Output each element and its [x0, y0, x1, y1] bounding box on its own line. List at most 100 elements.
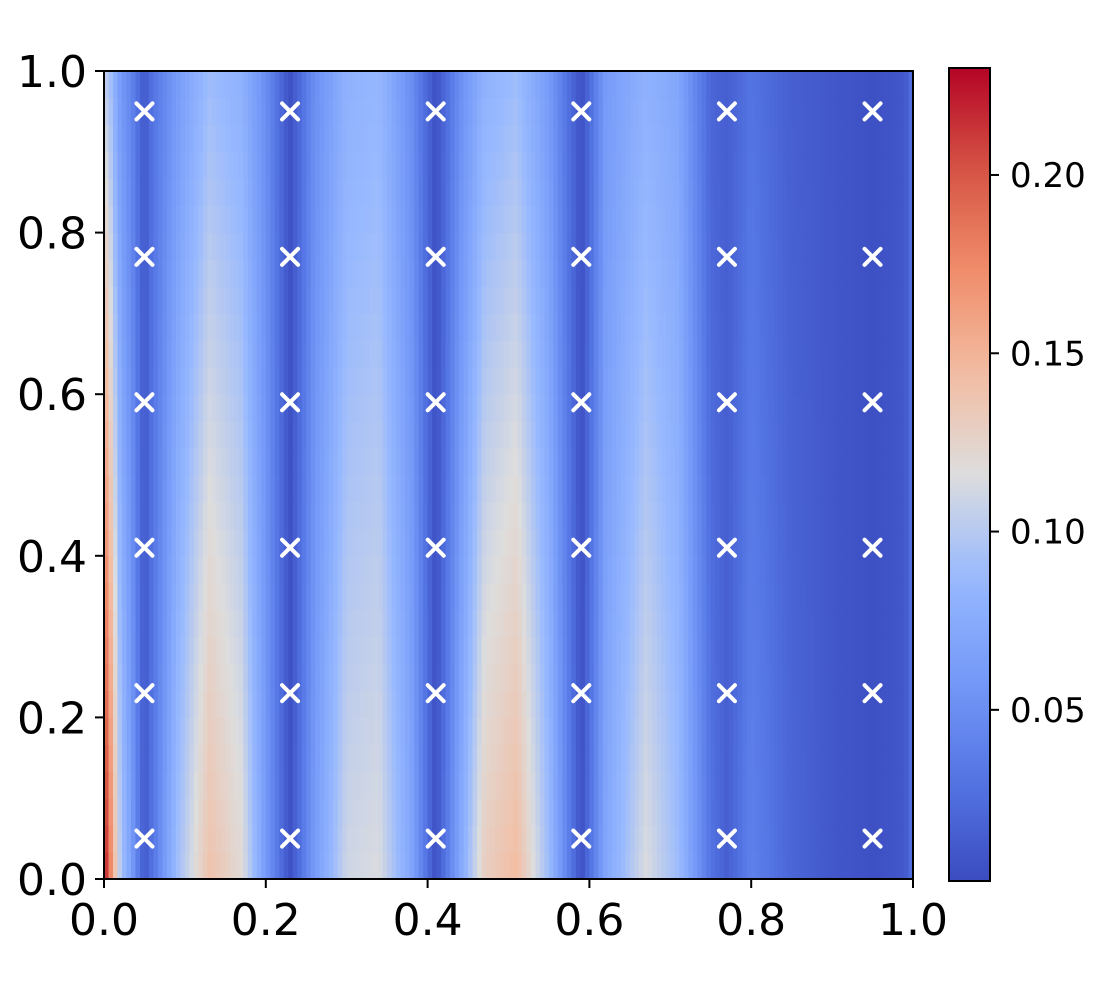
- heatmap-cell: [252, 852, 258, 879]
- heatmap-cell: [207, 501, 213, 530]
- heatmap-cell: [616, 582, 622, 611]
- heatmap-cell: [521, 205, 528, 234]
- heatmap-cell: [683, 825, 689, 853]
- heatmap-cell: [396, 448, 402, 476]
- heatmap-cell: [477, 825, 483, 853]
- heatmap-cell: [184, 475, 190, 503]
- heatmap-cell: [710, 421, 716, 449]
- heatmap-cell: [863, 367, 869, 395]
- heatmap-cell: [225, 501, 231, 530]
- heatmap-cell: [486, 367, 492, 395]
- heatmap-cell: [261, 609, 267, 638]
- heatmap-cell: [787, 313, 793, 341]
- heatmap-cell: [463, 744, 469, 772]
- heatmap-cell: [175, 259, 181, 288]
- heatmap-cell: [904, 663, 910, 692]
- heatmap-cell: [620, 124, 626, 153]
- heatmap-cell: [643, 663, 649, 692]
- heatmap-cell: [310, 744, 316, 772]
- heatmap-cell: [881, 690, 887, 718]
- heatmap-cell: [832, 798, 838, 826]
- heatmap-cell: [548, 394, 555, 422]
- heatmap-cell: [207, 313, 213, 341]
- heatmap-cell: [288, 501, 294, 530]
- heatmap-cell: [427, 151, 433, 180]
- heatmap-cell: [432, 178, 438, 207]
- heatmap-cell: [441, 421, 447, 449]
- heatmap-cell: [283, 852, 289, 879]
- heatmap-cell: [198, 124, 204, 153]
- heatmap-cell: [405, 771, 411, 799]
- heatmap-cell: [899, 421, 905, 449]
- heatmap-cell: [396, 771, 402, 799]
- heatmap-cell: [719, 205, 725, 234]
- heatmap-cell: [157, 501, 164, 530]
- heatmap-cell: [333, 609, 339, 638]
- heatmap-cell: [153, 609, 159, 638]
- heatmap-cell: [279, 555, 285, 584]
- heatmap-cell: [553, 690, 559, 718]
- heatmap-cell: [283, 313, 289, 341]
- heatmap-cell: [283, 178, 289, 207]
- heatmap-cell: [553, 151, 559, 180]
- heatmap-cell: [243, 232, 249, 261]
- heatmap-cell: [827, 609, 833, 638]
- heatmap-cell: [139, 501, 146, 530]
- heatmap-cell: [117, 825, 123, 853]
- heatmap-cell: [121, 798, 128, 826]
- heatmap-cell: [360, 367, 366, 395]
- heatmap-cell: [674, 852, 680, 879]
- heatmap-cell: [427, 636, 433, 665]
- heatmap-cell: [661, 259, 667, 288]
- heatmap-cell: [733, 178, 739, 207]
- heatmap-cell: [625, 151, 631, 180]
- heatmap-cell: [189, 663, 195, 692]
- heatmap-cell: [746, 421, 752, 449]
- heatmap-cell: [454, 636, 460, 665]
- heatmap-cell: [706, 313, 712, 341]
- heatmap-cell: [139, 367, 146, 395]
- heatmap-cell: [512, 475, 519, 503]
- heatmap-cell: [706, 636, 712, 665]
- heatmap-cell: [180, 717, 186, 745]
- heatmap-cell: [108, 528, 114, 557]
- heatmap-cell: [611, 178, 617, 207]
- heatmap-cell: [647, 340, 653, 368]
- heatmap-cell: [225, 178, 231, 207]
- heatmap-cell: [126, 151, 132, 180]
- heatmap-cell: [243, 448, 249, 476]
- heatmap-cell: [243, 717, 249, 745]
- heatmap-cell: [261, 798, 267, 826]
- heatmap-cell: [441, 852, 447, 879]
- heatmap-cell: [562, 286, 568, 314]
- heatmap-cell: [112, 771, 119, 799]
- heatmap-cell: [423, 421, 429, 449]
- heatmap-cell: [234, 582, 240, 611]
- heatmap-cell: [530, 205, 537, 234]
- heatmap-cell: [193, 663, 199, 692]
- heatmap-cell: [252, 124, 258, 153]
- heatmap-cell: [571, 609, 577, 638]
- heatmap-cell: [778, 636, 784, 665]
- heatmap-cell: [841, 609, 847, 638]
- heatmap-cell: [683, 151, 689, 180]
- heatmap-cell: [521, 151, 528, 180]
- heatmap-cell: [548, 448, 555, 476]
- heatmap-cell: [778, 205, 784, 234]
- heatmap-cell: [104, 286, 110, 314]
- heatmap-cell: [346, 528, 352, 557]
- heatmap-cell: [238, 744, 244, 772]
- heatmap-cell: [728, 852, 734, 879]
- heatmap-cell: [495, 582, 501, 611]
- heatmap-cell: [139, 313, 146, 341]
- heatmap-cell: [611, 340, 617, 368]
- heatmap-cell: [391, 798, 397, 826]
- heatmap-cell: [441, 124, 447, 153]
- heatmap-cell: [670, 825, 676, 853]
- heatmap-cell: [180, 205, 186, 234]
- heatmap-cell: [620, 448, 626, 476]
- heatmap-cell: [184, 124, 190, 153]
- heatmap-cell: [638, 798, 644, 826]
- heatmap-cell: [324, 852, 330, 879]
- heatmap-cell: [279, 717, 285, 745]
